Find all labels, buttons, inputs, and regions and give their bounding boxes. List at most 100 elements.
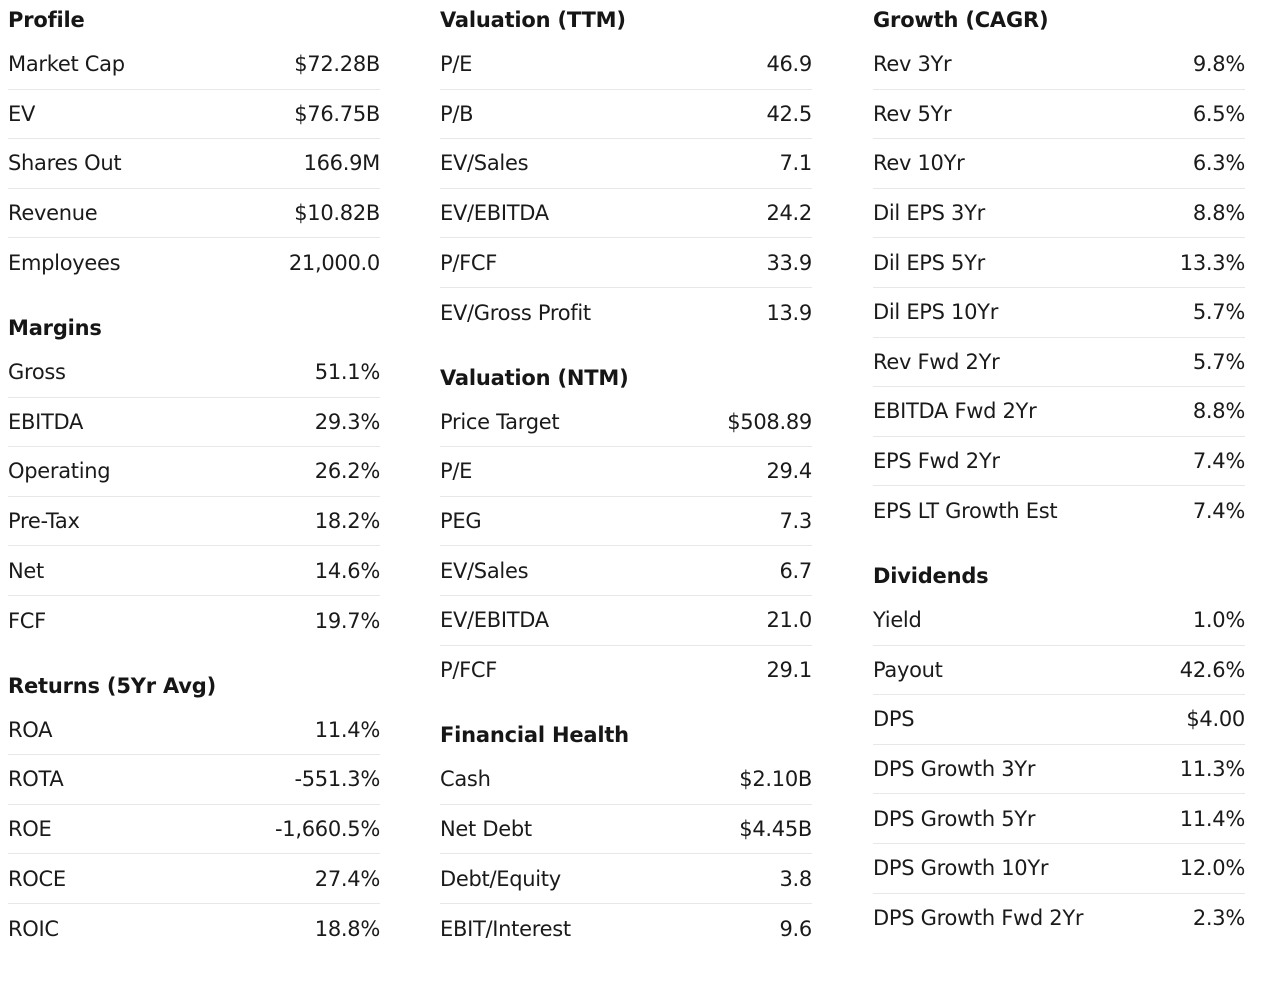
metric-value: -551.3% <box>294 767 380 792</box>
metric-label: Payout <box>873 657 943 682</box>
metric-value: 11.4% <box>314 717 381 742</box>
metric-row: ROTA -551.3% <box>8 755 380 805</box>
metric-value: 29.3% <box>314 409 381 434</box>
metric-label: Rev Fwd 2Yr <box>873 349 1000 374</box>
metric-label: ROCE <box>8 866 66 891</box>
metric-row: ROIC 18.8% <box>8 904 380 954</box>
metric-row: P/B 42.5 <box>440 90 812 140</box>
metric-row: EBITDA 29.3% <box>8 398 380 448</box>
metric-row: Market Cap $72.28B <box>8 40 380 90</box>
metric-row: Rev 3Yr 9.8% <box>873 40 1245 90</box>
metric-label: ROTA <box>8 767 64 792</box>
metric-value: 3.8 <box>779 866 813 891</box>
metric-value: 8.8% <box>1192 201 1245 226</box>
metric-row: P/E 29.4 <box>440 447 812 497</box>
metric-value: $72.28B <box>294 52 380 77</box>
metric-value: 6.5% <box>1192 101 1245 126</box>
metric-label: Net <box>8 558 44 583</box>
metric-value: 21.0 <box>766 608 812 633</box>
metric-row: EBIT/Interest 9.6 <box>440 904 812 954</box>
metric-label: EPS LT Growth Est <box>873 499 1058 524</box>
metric-value: $508.89 <box>727 409 812 434</box>
metric-value: 27.4% <box>314 866 381 891</box>
metric-row: Rev Fwd 2Yr 5.7% <box>873 338 1245 388</box>
metric-label: Price Target <box>440 409 560 434</box>
metric-label: Employees <box>8 251 121 276</box>
section-title: Margins <box>8 315 102 340</box>
metric-value: 18.8% <box>314 916 381 941</box>
metric-row: EV/Gross Profit 13.9 <box>440 288 812 338</box>
metric-label: EV/EBITDA <box>440 201 549 226</box>
metric-value: 11.3% <box>1179 757 1246 782</box>
metric-value: 19.7% <box>314 608 381 633</box>
metric-label: ROE <box>8 817 52 842</box>
metric-row: EV/Sales 7.1 <box>440 139 812 189</box>
metric-label: Dil EPS 3Yr <box>873 201 985 226</box>
metric-value: 6.7 <box>779 558 813 583</box>
metric-label: Revenue <box>8 201 98 226</box>
section-growth: Growth (CAGR) Rev 3Yr 9.8% Rev 5Yr 6.5% Re… <box>873 0 1245 536</box>
metric-value: 14.6% <box>314 558 381 583</box>
metric-row: Rev 10Yr 6.3% <box>873 139 1245 189</box>
metric-row: DPS Growth Fwd 2Yr 2.3% <box>873 894 1245 944</box>
metric-value: 21,000.0 <box>288 251 380 276</box>
metric-value: 9.6 <box>779 916 813 941</box>
metric-label: EPS Fwd 2Yr <box>873 449 1000 474</box>
metric-value: 33.9 <box>766 250 812 275</box>
metric-label: Debt/Equity <box>440 866 561 891</box>
metric-row: FCF 19.7% <box>8 596 380 646</box>
section-title: Growth (CAGR) <box>873 8 1049 32</box>
metric-label: DPS Growth Fwd 2Yr <box>873 906 1084 931</box>
metric-row: Operating 26.2% <box>8 447 380 497</box>
metric-row: EV $76.75B <box>8 90 380 140</box>
metric-label: Shares Out <box>8 151 122 176</box>
metric-value: 7.3 <box>779 509 813 534</box>
section-spacer <box>8 646 380 666</box>
section-title: Financial Health <box>440 723 629 748</box>
metric-value: $10.82B <box>294 201 380 226</box>
section-spacer <box>440 338 812 358</box>
metric-row: DPS Growth 5Yr 11.4% <box>873 794 1245 844</box>
metric-value: 42.6% <box>1179 657 1246 682</box>
metric-row: Net 14.6% <box>8 546 380 596</box>
section-valuation-ttm: Valuation (TTM) P/E 46.9 P/B 42.5 EV/Sales… <box>440 0 812 338</box>
metric-row: DPS $4.00 <box>873 695 1245 745</box>
metric-row: EV/EBITDA 21.0 <box>440 596 812 646</box>
metric-value: 8.8% <box>1192 399 1245 424</box>
metric-value: 26.2% <box>314 459 381 484</box>
metric-label: ROA <box>8 717 53 742</box>
metric-value: 6.3% <box>1192 151 1245 176</box>
metric-row: Employees 21,000.0 <box>8 238 380 288</box>
metric-row: ROE -1,660.5% <box>8 805 380 855</box>
section-title: Dividends <box>873 563 989 588</box>
metric-row: Net Debt $4.45B <box>440 805 812 855</box>
metric-label: P/E <box>440 52 473 77</box>
metric-value: 18.2% <box>314 509 381 534</box>
metric-value: 7.1 <box>779 151 813 176</box>
section-title: Valuation (TTM) <box>440 8 626 32</box>
metric-label: Market Cap <box>8 52 125 77</box>
metric-row: EBITDA Fwd 2Yr 8.8% <box>873 387 1245 437</box>
metric-label: P/FCF <box>440 250 498 275</box>
metric-value: 11.4% <box>1179 806 1246 831</box>
metric-label: DPS Growth 5Yr <box>873 806 1036 831</box>
metric-label: FCF <box>8 608 46 633</box>
section-margins: Margins Gross 51.1% EBITDA 29.3% Operating… <box>8 308 380 646</box>
section-financial-health: Financial Health Cash $2.10B Net Debt $4.4… <box>440 715 812 953</box>
metric-row: EV/EBITDA 24.2 <box>440 189 812 239</box>
metric-label: Dil EPS 10Yr <box>873 300 999 325</box>
metric-label: EBITDA <box>8 409 84 434</box>
metric-value: 7.4% <box>1192 499 1245 524</box>
metric-row: Dil EPS 10Yr 5.7% <box>873 288 1245 338</box>
column-middle: Valuation (TTM) P/E 46.9 P/B 42.5 EV/Sales… <box>440 0 812 954</box>
metric-value: 13.3% <box>1179 250 1246 275</box>
metric-label: Rev 10Yr <box>873 151 965 176</box>
metric-label: Gross <box>8 360 66 385</box>
metric-label: Cash <box>440 767 491 792</box>
metric-label: EBIT/Interest <box>440 916 571 941</box>
metric-value: 13.9 <box>766 300 812 325</box>
metric-value: 7.4% <box>1192 449 1245 474</box>
metric-label: EV/EBITDA <box>440 608 549 633</box>
metric-row: Shares Out 166.9M <box>8 139 380 189</box>
metric-value: 5.7% <box>1192 300 1245 325</box>
